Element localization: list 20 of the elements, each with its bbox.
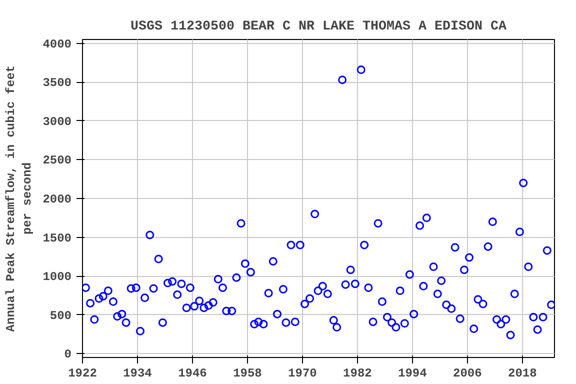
- y-tick-label: 1000: [42, 270, 72, 284]
- x-tick-label: 1982: [343, 366, 372, 380]
- x-tick-label: 2018: [508, 366, 537, 380]
- y-tick-label: 500: [50, 308, 72, 323]
- y-tick-label: 2500: [42, 154, 72, 168]
- x-tick-label: 1958: [233, 366, 262, 380]
- x-tick-label: 1970: [288, 366, 317, 380]
- y-tick-label: 3000: [42, 114, 72, 129]
- y-tick-label: 0: [64, 348, 72, 362]
- x-tick-label: 1934: [123, 366, 152, 380]
- x-tick-label: 2006: [453, 366, 482, 380]
- x-tick-label: 1946: [178, 366, 207, 380]
- y-tick-label: 2000: [42, 192, 72, 206]
- chart-title: USGS 11230500 BEAR C NR LAKE THOMAS A EDISON CA: [130, 20, 506, 34]
- x-tick-label: 1922: [68, 366, 97, 380]
- y-tick-label: 1500: [42, 231, 72, 246]
- y-axis-title: Annual Peak Streamflow, in cubic feet per second: [4, 65, 35, 332]
- y-tick-label: 3500: [42, 76, 72, 90]
- y-tick-label: 4000: [42, 37, 72, 52]
- x-tick-label: 1994: [398, 366, 427, 380]
